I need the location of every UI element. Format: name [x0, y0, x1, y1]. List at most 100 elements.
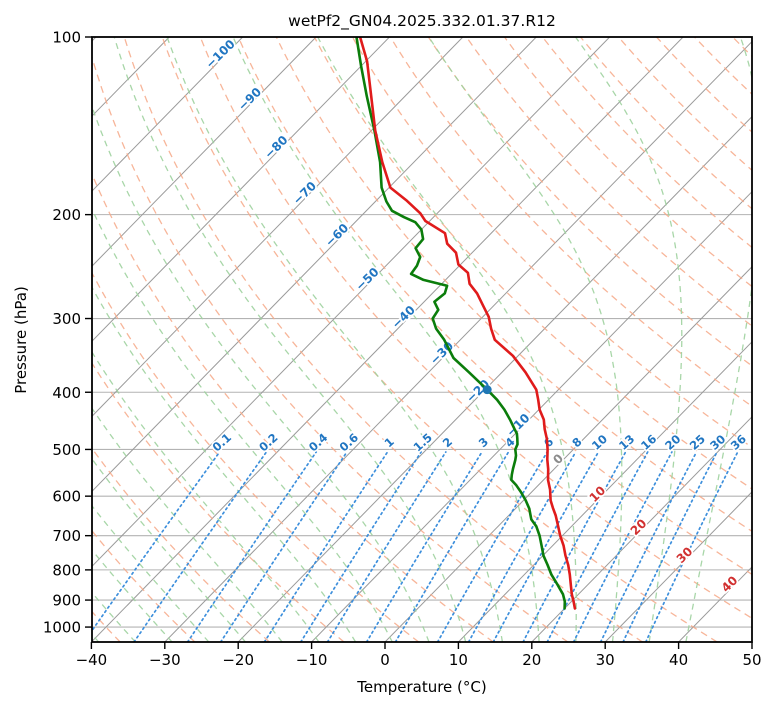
- y-tick-label: 600: [52, 488, 81, 506]
- isotherm-line: [604, 491, 752, 642]
- dry-adiabat: [161, 37, 718, 642]
- moist-adiabat: [92, 407, 283, 642]
- mixing-ratio-label: 1.5: [411, 430, 436, 454]
- x-tick-label: 20: [522, 651, 541, 669]
- y-tick-label: 100: [52, 29, 81, 47]
- dry-adiabat: [694, 37, 752, 96]
- mixing-ratio-line: [492, 451, 600, 642]
- x-tick-label: 40: [669, 651, 688, 669]
- y-tick-label: 900: [52, 592, 81, 610]
- mixing-ratio-line: [394, 451, 510, 642]
- moist-adiabat: [92, 591, 136, 642]
- isotherm-line: [164, 40, 752, 642]
- plot-title: wetPf2_GN04.2025.332.01.37.R12: [288, 12, 556, 30]
- dry-adiabat: [92, 172, 494, 642]
- dry-adiabat: [732, 37, 752, 58]
- x-axis-label: Temperature (°C): [357, 678, 487, 696]
- mixing-ratio-label: 0.4: [306, 430, 331, 454]
- dry-adiabat: [541, 37, 752, 249]
- isotherm-label: 20: [628, 516, 650, 538]
- mixing-ratio-line: [522, 451, 627, 642]
- y-tick-label: 500: [52, 441, 81, 459]
- x-tick-label: 10: [449, 651, 468, 669]
- x-tick-label: 50: [742, 651, 761, 669]
- isotherm-lines: [92, 37, 752, 642]
- dry-adiabat: [427, 37, 752, 367]
- isotherm-line: [384, 266, 752, 642]
- dry-adiabat: [237, 37, 752, 576]
- plot-area: −100−90−80−70−60−50−40−30−20−10010203040…: [92, 37, 752, 642]
- y-tick-label: 300: [52, 310, 81, 328]
- x-tick-label: 0: [380, 651, 390, 669]
- isotherm-line: [458, 341, 752, 642]
- mixing-ratio-line: [572, 451, 673, 642]
- y-tick-label: 800: [52, 561, 81, 579]
- moist-adiabat: [92, 457, 246, 642]
- dry-adiabat: [92, 362, 345, 642]
- isotherm-line: [751, 641, 752, 642]
- isotherm-line: [531, 416, 752, 642]
- mixing-ratio-line: [365, 451, 483, 642]
- dry-adiabat: [199, 37, 752, 620]
- y-tick-label: 1000: [43, 619, 81, 637]
- dry-adiabat: [92, 610, 121, 642]
- isotherm-label: −80: [262, 133, 291, 162]
- mixing-ratio-label: 0.1: [210, 430, 235, 454]
- mixing-ratio-label: 3: [476, 434, 491, 450]
- isotherm-line: [92, 37, 684, 642]
- x-tick-label: −10: [296, 651, 328, 669]
- plot-border: [91, 36, 753, 643]
- dry-adiabats: [92, 37, 752, 642]
- moist-adiabat: [232, 37, 540, 642]
- profile-marker: [482, 385, 492, 395]
- mixing-ratio-line: [436, 451, 549, 642]
- isotherm-line: [92, 37, 390, 342]
- isotherm-line: [92, 37, 464, 417]
- x-tick-label: 30: [596, 651, 615, 669]
- x-tick-label: −20: [222, 651, 254, 669]
- isotherm-line: [311, 190, 752, 642]
- isotherm-label: 30: [674, 544, 696, 566]
- mixing-ratio-label: 0.6: [337, 430, 362, 454]
- pressure-gridlines: [92, 37, 752, 628]
- isotherm-label: −100: [203, 37, 238, 72]
- mixing-ratio-line: [299, 451, 422, 642]
- mixing-ratio-line: [622, 451, 718, 642]
- moist-adiabat: [92, 504, 210, 642]
- mixing-ratio-line: [546, 451, 649, 642]
- isotherm-line: [678, 566, 752, 642]
- moist-adiabat: [92, 633, 100, 642]
- mixing-ratio-line: [599, 451, 698, 642]
- mixing-ratio-lines: [92, 451, 739, 642]
- mixing-ratio-label: 1: [382, 434, 397, 450]
- isotherm-label: −60: [322, 221, 351, 250]
- isotherm-line: [92, 37, 97, 42]
- dry-adiabat: [123, 37, 643, 642]
- mixing-ratio-line: [92, 451, 221, 633]
- dry-adiabat: [92, 271, 420, 642]
- isotherm-label: −90: [235, 85, 264, 114]
- moist-adiabat: [317, 37, 577, 642]
- dry-adiabat: [618, 37, 752, 172]
- dry-adiabat: [92, 55, 569, 642]
- isotherm-label: −40: [389, 303, 418, 332]
- mixing-ratio-line: [644, 451, 739, 642]
- mixing-ratio-line: [133, 451, 268, 642]
- dry-adiabat: [92, 447, 270, 642]
- moist-adiabat: [113, 37, 467, 642]
- isotherm-line: [92, 37, 537, 492]
- isotherm-label: −70: [290, 179, 319, 208]
- moist-adiabat: [574, 37, 683, 642]
- isotherm-line: [92, 37, 611, 568]
- dry-adiabat: [92, 529, 196, 642]
- dewpoint-curve: [355, 37, 567, 610]
- isotherm-line: [92, 37, 170, 117]
- axis-tick-labels: −40 −30 −20 −10 0 10 20 30 40 5010020030040050060…: [43, 29, 762, 670]
- dry-adiabat: [465, 37, 752, 327]
- moist-adiabat: [92, 207, 393, 642]
- mixing-ratio-line: [326, 451, 447, 642]
- isotherm-label: 40: [719, 573, 741, 595]
- axis-ticks: [85, 36, 753, 649]
